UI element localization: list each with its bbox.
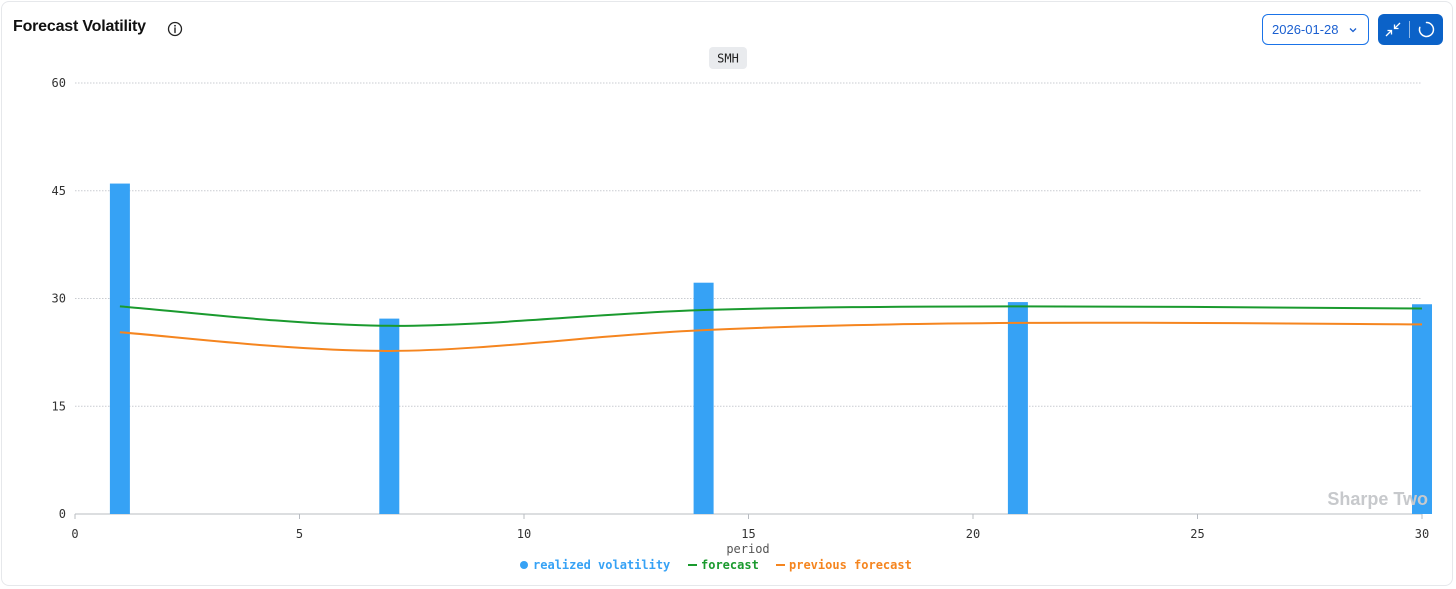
x-tick-label: 0 [71, 527, 78, 541]
legend: realized volatility forecast previous fore… [520, 558, 912, 572]
date-select[interactable]: 2026-01-28 [1262, 14, 1369, 45]
x-axis-label: period [726, 542, 769, 556]
watermark: Sharpe Two [1327, 489, 1428, 509]
legend-label-previous-forecast[interactable]: previous forecast [789, 558, 912, 572]
forecast-lines [119, 305, 1423, 352]
y-tick-label: 60 [52, 76, 66, 90]
forecast-line [119, 305, 1423, 327]
x-tick-label: 20 [966, 527, 980, 541]
y-axis-ticks: 0 15 30 45 60 [52, 76, 66, 521]
x-tick-label: 30 [1415, 527, 1429, 541]
realized-volatility-bar [693, 282, 714, 514]
y-tick-label: 45 [52, 184, 66, 198]
grid-lines [75, 82, 1422, 515]
realized-volatility-bars [109, 183, 1432, 515]
collapse-arrows-icon[interactable] [1384, 21, 1402, 38]
x-tick-label: 5 [296, 527, 303, 541]
refresh-spinner-icon[interactable] [1417, 20, 1436, 39]
chart-action-buttons [1378, 14, 1443, 45]
legend-marker-realized-volatility[interactable] [520, 561, 528, 569]
x-axis-ticks: 0 5 10 15 20 25 30 [71, 514, 1429, 541]
x-tick-label: 25 [1190, 527, 1204, 541]
x-tick-label: 10 [517, 527, 531, 541]
button-divider [1409, 21, 1410, 38]
y-tick-label: 15 [52, 399, 66, 413]
chart-title-badge [709, 47, 747, 69]
legend-label-forecast[interactable]: forecast [701, 558, 759, 572]
realized-volatility-bar [1412, 304, 1432, 514]
info-circle-icon[interactable] [167, 21, 183, 37]
page-title: Forecast Volatility [13, 18, 146, 35]
realized-volatility-bar [379, 318, 400, 514]
chart-title: SMH [717, 52, 739, 66]
realized-volatility-bar [109, 183, 130, 515]
realized-volatility-bar [1007, 302, 1028, 514]
y-tick-label: 30 [52, 292, 66, 306]
x-tick-label: 15 [741, 527, 755, 541]
y-tick-label: 0 [59, 507, 66, 521]
chevron-down-icon [1349, 28, 1357, 33]
legend-label-realized-volatility[interactable]: realized volatility [533, 558, 670, 572]
previous-forecast-line [119, 321, 1423, 352]
date-select-value: 2026-01-28 [1272, 22, 1339, 37]
